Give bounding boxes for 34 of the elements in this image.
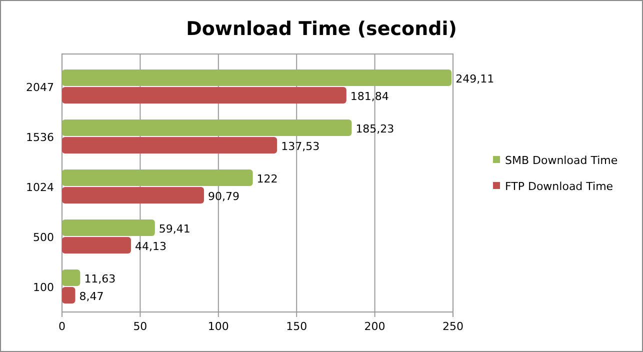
y-tick-label: 500 [33,231,54,244]
bar [62,220,155,236]
y-tick-label: 1536 [26,131,54,144]
bar [62,237,132,254]
y-tick-label: 100 [33,281,54,294]
x-tick-label: 50 [133,320,148,333]
x-tick-label: 200 [364,320,386,333]
data-label: 122 [256,172,278,186]
x-tick-label: 100 [208,320,229,333]
y-tick-label: 1024 [26,181,54,194]
x-tick-label: 250 [442,320,464,333]
data-label: 59,41 [158,222,190,236]
data-label: 11,63 [84,272,116,286]
data-label: 44,13 [135,240,167,253]
y-tick-label: 2047 [26,81,54,94]
legend-label: SMB Download Time [505,154,618,167]
bar [62,87,346,104]
chart-title: Download Time (secondi) [186,18,457,40]
data-label: 90,79 [208,190,240,203]
bar [62,120,352,136]
data-label: 185,23 [356,122,394,136]
bar [62,270,80,286]
legend-label: FTP Download Time [505,180,614,193]
bar [62,137,278,154]
data-label: 8,47 [79,290,104,303]
bar [62,287,76,304]
data-label: 249,11 [456,72,494,86]
bar [62,170,253,186]
data-label: 137,53 [281,140,320,153]
x-tick-label: 0 [58,320,66,333]
bar [62,187,204,204]
x-tick-label: 150 [286,320,308,333]
data-label: 181,84 [350,90,389,103]
bar [62,70,452,86]
